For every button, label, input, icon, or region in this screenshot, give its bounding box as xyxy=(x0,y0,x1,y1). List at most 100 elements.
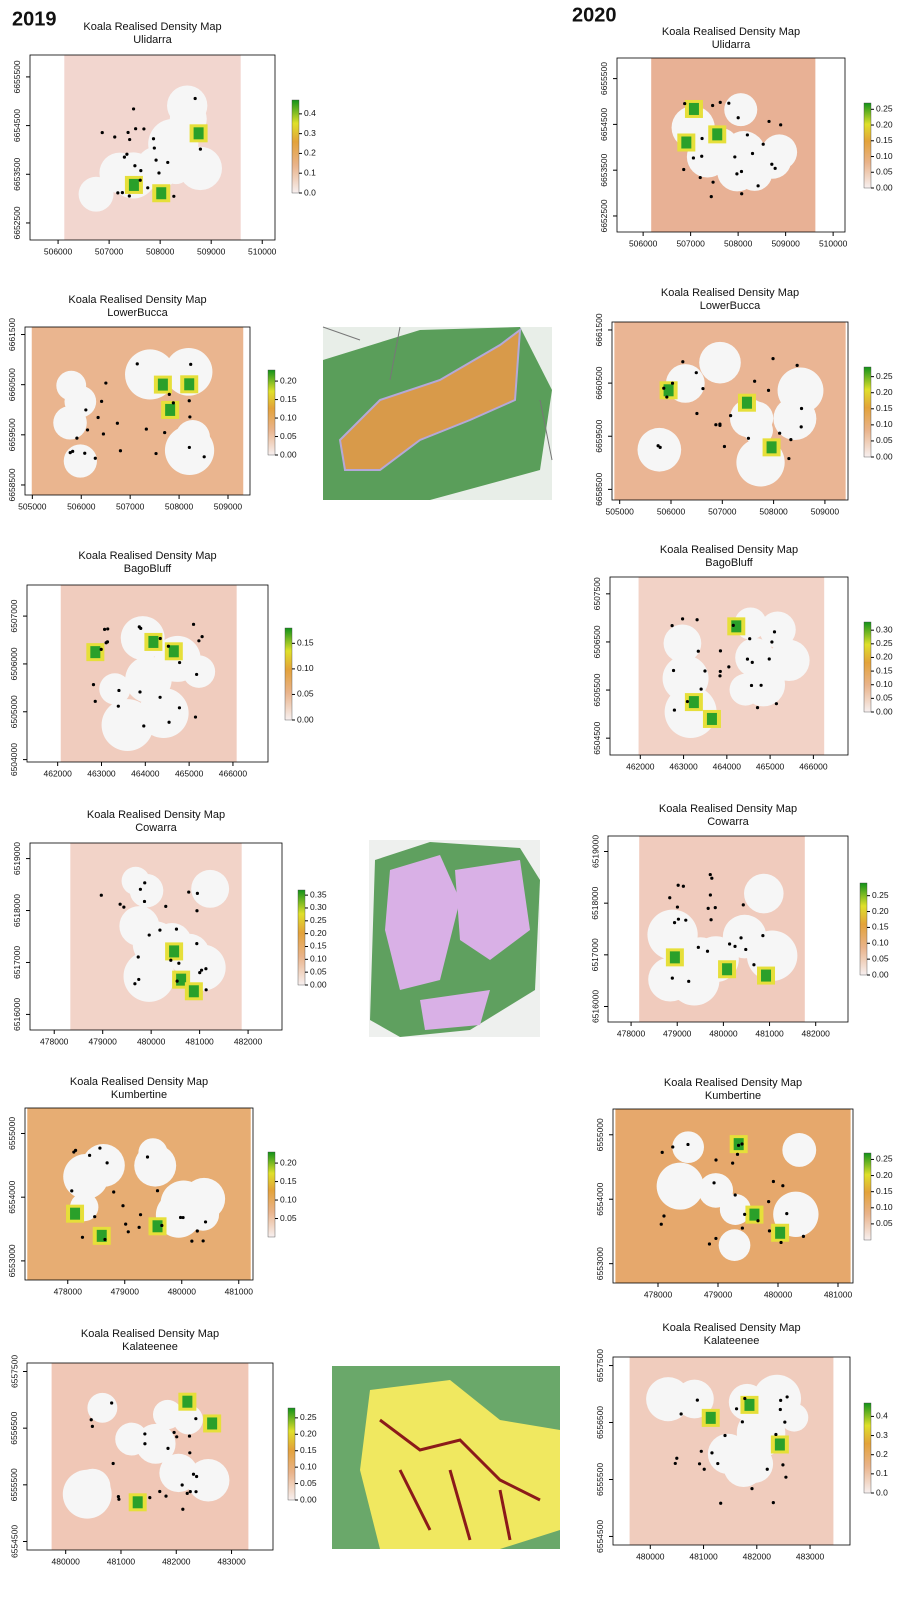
site-dot xyxy=(88,1153,92,1157)
site-dot xyxy=(771,1501,775,1505)
x-tick-label: 505000 xyxy=(606,506,635,516)
x-tick-label: 478000 xyxy=(54,1286,83,1296)
x-tick-label: 482000 xyxy=(802,1028,831,1038)
y-tick-label: 6553000 xyxy=(595,1247,605,1280)
y-tick-label: 6556500 xyxy=(595,1406,605,1439)
site-dot xyxy=(145,1155,150,1159)
site-dot xyxy=(771,357,775,361)
x-tick-label: 463000 xyxy=(669,761,698,771)
site-dot xyxy=(104,641,108,645)
density-hotspot xyxy=(188,985,199,998)
colorbar-tick-label: 0.05 xyxy=(280,431,297,441)
site-dot xyxy=(680,617,685,621)
site-dot xyxy=(774,702,779,706)
site-dot xyxy=(188,1451,192,1455)
colorbar-tick-label: 0.1 xyxy=(876,1468,888,1478)
colorbar-tick-label: 0.20 xyxy=(310,928,327,938)
y-tick-label: 6555000 xyxy=(595,1118,605,1151)
site-dot xyxy=(127,194,131,198)
site-dot xyxy=(676,917,681,921)
y-tick-label: 6654500 xyxy=(12,109,22,142)
colorbar-tick-label: 0.00 xyxy=(280,449,297,459)
density-blob xyxy=(87,1392,118,1423)
density-hotspot xyxy=(165,403,176,416)
y-tick-label: 6517000 xyxy=(590,938,600,971)
density-hotspot xyxy=(157,378,168,391)
site-dot xyxy=(743,1396,747,1401)
density-blob xyxy=(63,444,98,478)
density-hotspot xyxy=(688,696,699,709)
chart-title: Koala Realised Density Map xyxy=(81,1328,219,1340)
site-dot xyxy=(171,401,175,405)
colorbar-tick-label: 0.20 xyxy=(872,906,889,916)
colorbar-tick-label: 0.00 xyxy=(310,979,327,989)
site-dot xyxy=(739,936,743,940)
site-dot xyxy=(147,933,151,937)
x-tick-label: 506000 xyxy=(44,246,73,256)
site-dot xyxy=(736,116,740,120)
density-blob xyxy=(675,1379,714,1419)
density-blob xyxy=(129,873,164,908)
site-dot xyxy=(750,1487,754,1491)
x-tick-label: 505000 xyxy=(18,501,47,511)
site-dot xyxy=(684,918,688,922)
site-dot xyxy=(177,660,182,665)
colorbar-tick-label: 0.30 xyxy=(310,902,327,912)
y-tick-label: 6655500 xyxy=(12,60,22,93)
site-dot xyxy=(91,683,96,687)
colorbar-tick-label: 0.05 xyxy=(297,689,314,699)
site-dot xyxy=(166,1446,170,1450)
x-tick-label: 482000 xyxy=(743,1551,772,1561)
site-dot xyxy=(104,381,108,385)
x-tick-label: 466000 xyxy=(219,768,248,778)
colorbar-tick-label: 0.20 xyxy=(876,387,893,397)
site-dot xyxy=(686,1142,690,1147)
density-blob xyxy=(191,869,230,908)
site-dot xyxy=(745,133,749,137)
x-tick-label: 481000 xyxy=(107,1556,136,1566)
site-dot xyxy=(197,639,201,643)
site-dot xyxy=(177,706,182,710)
chart-subtitle: LowerBucca xyxy=(700,300,761,312)
site-dot xyxy=(103,1237,107,1242)
x-tick-label: 482000 xyxy=(162,1556,191,1566)
site-dot xyxy=(781,1184,785,1188)
site-dot xyxy=(785,1212,789,1216)
x-tick-label: 509000 xyxy=(197,246,226,256)
site-dot xyxy=(199,968,204,972)
site-dot xyxy=(670,976,674,980)
site-dot xyxy=(767,1229,772,1233)
colorbar-tick-label: 0.15 xyxy=(872,922,889,932)
site-dot xyxy=(659,1222,663,1226)
site-dot xyxy=(756,184,760,188)
site-dot xyxy=(718,100,722,104)
colorbar-tick-label: 0.00 xyxy=(876,182,893,192)
site-dot xyxy=(201,1239,205,1243)
site-dot xyxy=(662,1214,666,1218)
site-dot xyxy=(685,699,690,704)
colorbar-tick-label: 0.25 xyxy=(876,104,893,114)
y-tick-label: 6660500 xyxy=(7,368,17,401)
density-blob xyxy=(186,1458,230,1502)
site-dot xyxy=(789,438,793,442)
colorbar-tick-label: 0.30 xyxy=(876,624,893,634)
chart-title: Koala Realised Density Map xyxy=(68,294,206,306)
density-hotspot xyxy=(168,645,179,658)
site-dot xyxy=(772,630,777,634)
colorbar-tick-label: 0.10 xyxy=(872,938,889,948)
site-dot xyxy=(187,890,191,894)
site-dot xyxy=(731,623,735,627)
site-dot xyxy=(671,668,676,673)
site-dot xyxy=(801,1234,806,1238)
colorbar-tick-label: 0.2 xyxy=(876,1449,888,1459)
colorbar-tick-label: 0.05 xyxy=(876,1218,893,1228)
x-tick-label: 510000 xyxy=(248,246,277,256)
colorbar-tick-label: 0.15 xyxy=(310,941,327,951)
site-dot xyxy=(131,107,136,111)
site-dot xyxy=(102,627,107,632)
site-dot xyxy=(740,1420,744,1424)
density-blob xyxy=(167,85,208,126)
y-tick-label: 6557500 xyxy=(595,1349,605,1382)
y-tick-label: 6507000 xyxy=(9,599,19,632)
